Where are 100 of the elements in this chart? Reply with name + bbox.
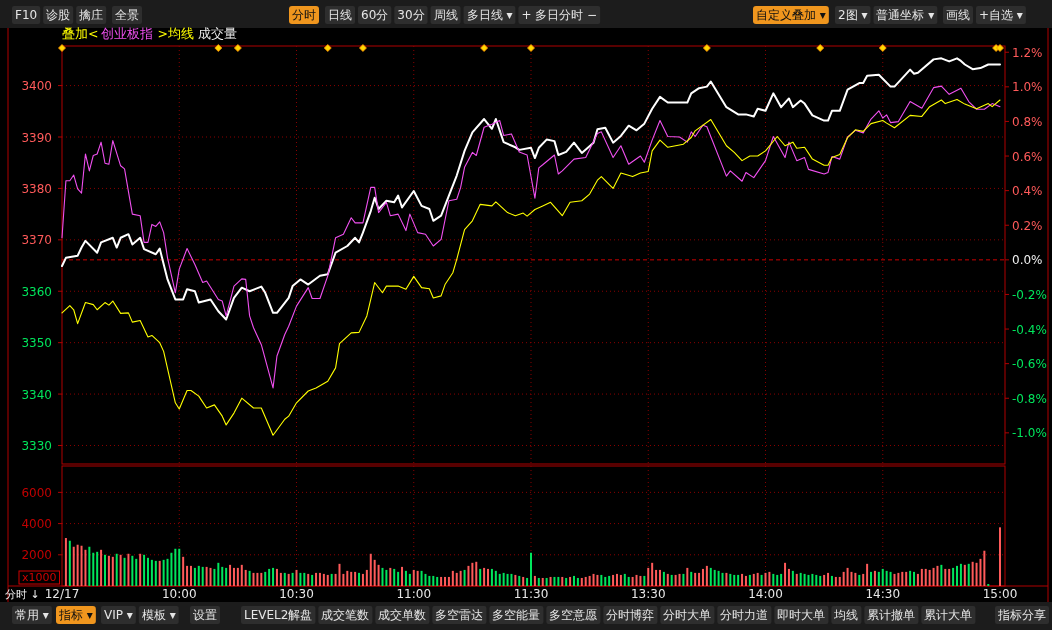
- bar: [854, 572, 857, 586]
- bar: [944, 568, 947, 586]
- bar: [748, 574, 751, 586]
- bar: [96, 551, 99, 586]
- bar: [756, 572, 759, 586]
- bar: [823, 574, 826, 586]
- bar: [655, 569, 658, 586]
- y2-tick-label: 0.0%: [1012, 253, 1043, 268]
- bar: [240, 564, 243, 586]
- text: 60分: [361, 8, 389, 22]
- bar: [569, 576, 572, 586]
- bar: [612, 574, 615, 586]
- text: 常用 ▾: [15, 608, 49, 622]
- text: 即时大单: [777, 608, 826, 622]
- y2-tick-label: -0.6%: [1012, 357, 1047, 372]
- y2-tick-label: -0.2%: [1012, 287, 1047, 302]
- bar: [197, 565, 200, 586]
- bar: [518, 575, 521, 586]
- bar: [799, 572, 802, 586]
- text: 2图 ▾: [838, 8, 868, 22]
- bar: [987, 583, 990, 586]
- x-tick-label: 10:30: [279, 587, 314, 601]
- bar: [229, 564, 232, 586]
- bar: [893, 573, 896, 586]
- bar: [701, 568, 704, 586]
- bar: [784, 562, 787, 586]
- bar: [682, 573, 685, 586]
- bar: [404, 570, 407, 586]
- bar: [182, 556, 185, 586]
- x-tick-label: 11:30: [513, 587, 549, 601]
- x-tick-label: 10:00: [161, 587, 197, 601]
- bar: [393, 568, 396, 586]
- bar: [397, 571, 400, 586]
- bar: [690, 571, 693, 586]
- bar: [729, 573, 732, 586]
- bar: [205, 566, 208, 586]
- bar: [299, 572, 302, 586]
- bar: [107, 555, 110, 586]
- bar: [666, 573, 669, 586]
- text: 自定义叠加 ▾: [756, 8, 826, 22]
- bar: [178, 548, 181, 586]
- y-tick-label: 3340: [21, 387, 52, 402]
- bar: [741, 573, 744, 586]
- bar: [467, 565, 470, 586]
- y2-tick-label: 1.0%: [1012, 80, 1043, 95]
- bar: [471, 562, 474, 586]
- bar: [479, 568, 482, 586]
- bar: [776, 574, 779, 586]
- bar: [346, 570, 349, 586]
- bar: [100, 549, 103, 586]
- bar: [733, 574, 736, 586]
- bar: [287, 573, 290, 586]
- bar: [127, 553, 130, 586]
- bar: [651, 562, 654, 586]
- bar: [909, 570, 912, 586]
- bar: [447, 576, 450, 586]
- bar: [760, 574, 763, 586]
- bar: [592, 573, 595, 586]
- bar: [576, 577, 579, 586]
- text: +自选 ▾: [979, 8, 1023, 22]
- bar: [604, 576, 607, 586]
- bar: [64, 538, 67, 586]
- text: 多日线 ▾: [466, 8, 513, 22]
- bar: [881, 568, 884, 586]
- bar: [815, 574, 818, 586]
- bar: [440, 576, 443, 586]
- bar: [533, 575, 536, 586]
- bar: [186, 565, 189, 586]
- bar: [502, 572, 505, 586]
- bar: [834, 576, 837, 586]
- bar: [68, 540, 71, 586]
- x-tick-label: 14:00: [748, 587, 783, 601]
- bar: [522, 576, 525, 586]
- text: >均线: [157, 26, 194, 41]
- bar: [975, 562, 978, 586]
- bar: [459, 570, 462, 586]
- bar: [658, 569, 661, 586]
- bar: [170, 552, 173, 586]
- bar: [526, 577, 529, 586]
- bar: [537, 577, 540, 586]
- bar: [424, 573, 427, 586]
- bar: [678, 573, 681, 586]
- bar: [905, 571, 908, 586]
- y-tick-label: 3350: [21, 336, 52, 351]
- bar: [350, 571, 353, 586]
- bar: [373, 559, 376, 586]
- bar: [916, 573, 919, 586]
- bar: [146, 557, 149, 586]
- line-series: [61, 98, 1001, 436]
- bar: [780, 573, 783, 586]
- bar: [455, 572, 458, 586]
- bar: [381, 567, 384, 586]
- text: 模板 ▾: [141, 608, 176, 622]
- text: 分时: [292, 8, 316, 22]
- y2-tick-label: 0.2%: [1012, 218, 1043, 233]
- bar: [436, 576, 439, 586]
- bar: [330, 573, 333, 586]
- bar: [744, 575, 747, 586]
- text: 均线: [833, 608, 859, 622]
- bar: [72, 546, 75, 586]
